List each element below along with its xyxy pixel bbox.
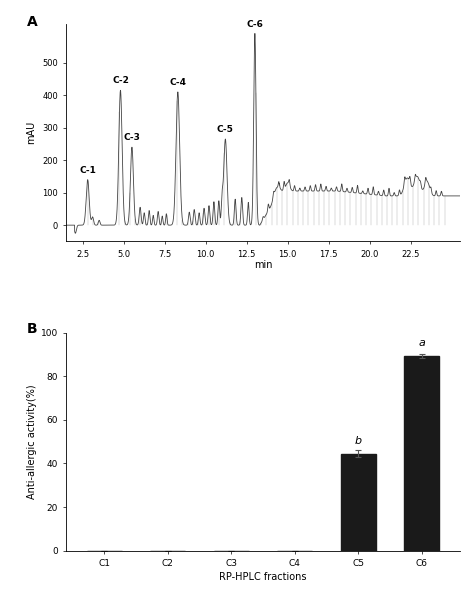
Text: b: b (355, 436, 362, 446)
Text: C-1: C-1 (79, 166, 96, 175)
Text: C-5: C-5 (217, 125, 234, 134)
Text: C-6: C-6 (246, 20, 264, 28)
Y-axis label: mAU: mAU (27, 121, 36, 144)
Text: C-2: C-2 (112, 76, 129, 85)
Y-axis label: Anti-allergic activity(%): Anti-allergic activity(%) (27, 384, 36, 499)
Text: A: A (27, 15, 38, 29)
Text: B: B (27, 322, 37, 336)
Bar (404, 356, 439, 551)
Text: C-3: C-3 (124, 133, 140, 142)
Text: a: a (418, 338, 425, 348)
X-axis label: min: min (254, 260, 273, 270)
X-axis label: RP-HPLC fractions: RP-HPLC fractions (219, 572, 307, 582)
Text: C-4: C-4 (169, 78, 186, 87)
Bar (341, 453, 376, 551)
